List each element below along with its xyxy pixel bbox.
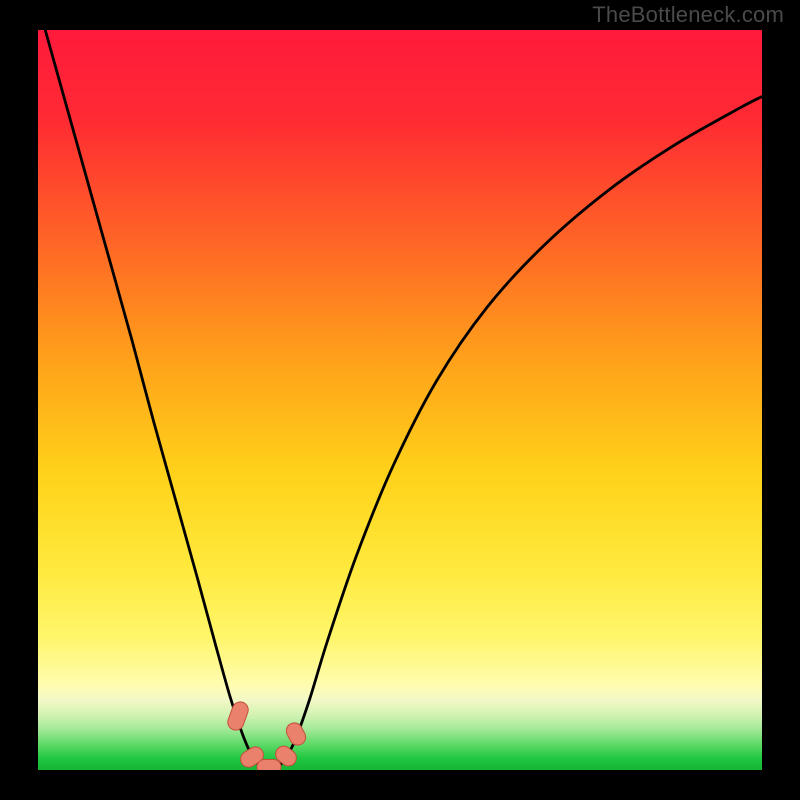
curve-marker — [225, 699, 251, 733]
watermark-label: TheBottleneck.com — [592, 2, 784, 28]
chart-frame: TheBottleneck.com — [0, 0, 800, 800]
markers-layer — [38, 30, 762, 770]
plot-area — [38, 30, 762, 770]
curve-marker — [283, 720, 309, 749]
